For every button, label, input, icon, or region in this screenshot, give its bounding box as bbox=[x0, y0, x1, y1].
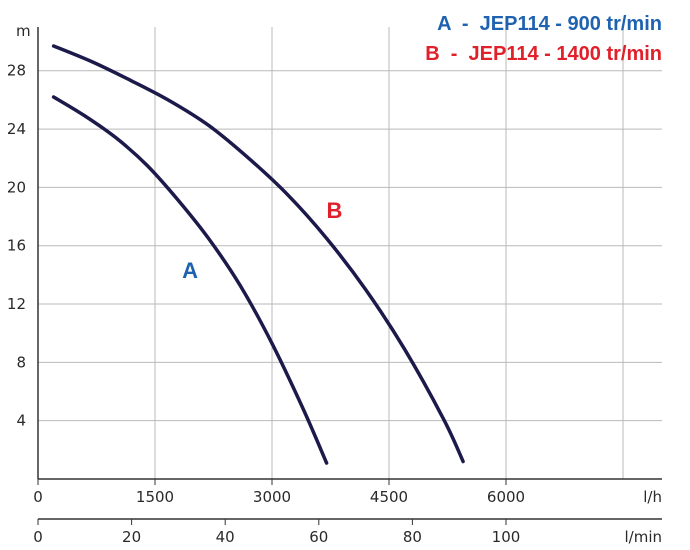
legend-entry-a: A - JEP114 - 900 tr/min bbox=[437, 13, 662, 35]
y-tick-label: 28 bbox=[7, 62, 26, 80]
secondary-x-tick-label: 0 bbox=[33, 528, 43, 546]
secondary-x-tick-label: 60 bbox=[309, 528, 328, 546]
secondary-x-tick-label: 80 bbox=[403, 528, 422, 546]
grid bbox=[38, 27, 662, 479]
y-unit-label: m bbox=[16, 22, 31, 40]
curves: AB bbox=[51, 44, 465, 465]
secondary-x-tick-label: 20 bbox=[122, 528, 141, 546]
series-label-a: A bbox=[182, 258, 198, 283]
y-tick-label: 20 bbox=[7, 178, 26, 196]
secondary-x-tick-label: 100 bbox=[492, 528, 521, 546]
y-tick-label: 16 bbox=[7, 237, 26, 255]
y-tick-label: 8 bbox=[16, 353, 26, 371]
series-line-a bbox=[51, 95, 329, 465]
legend: A - JEP114 - 900 tr/min B - JEP114 - 1400… bbox=[425, 13, 662, 65]
series-label-b: B bbox=[326, 198, 342, 223]
y-tick-label: 24 bbox=[7, 120, 26, 138]
x-tick-label: 0 bbox=[33, 488, 43, 506]
x-tick-label: 3000 bbox=[253, 488, 291, 506]
axes: 4 8 12 16 20 24 28 m 0 1500 3000 4500 6000 l/h 0 20 40 60… bbox=[7, 22, 662, 546]
x-tick-label: 6000 bbox=[487, 488, 525, 506]
series-line-b bbox=[51, 44, 465, 464]
x-unit-label-secondary: l/min bbox=[624, 528, 662, 546]
y-tick-label: 4 bbox=[16, 412, 26, 430]
x-unit-label-primary: l/h bbox=[643, 488, 662, 506]
secondary-x-tick-label: 40 bbox=[216, 528, 235, 546]
y-tick-label: 12 bbox=[7, 295, 26, 313]
x-tick-label: 4500 bbox=[370, 488, 408, 506]
x-tick-label: 1500 bbox=[136, 488, 174, 506]
legend-entry-b: B - JEP114 - 1400 tr/min bbox=[425, 43, 662, 65]
